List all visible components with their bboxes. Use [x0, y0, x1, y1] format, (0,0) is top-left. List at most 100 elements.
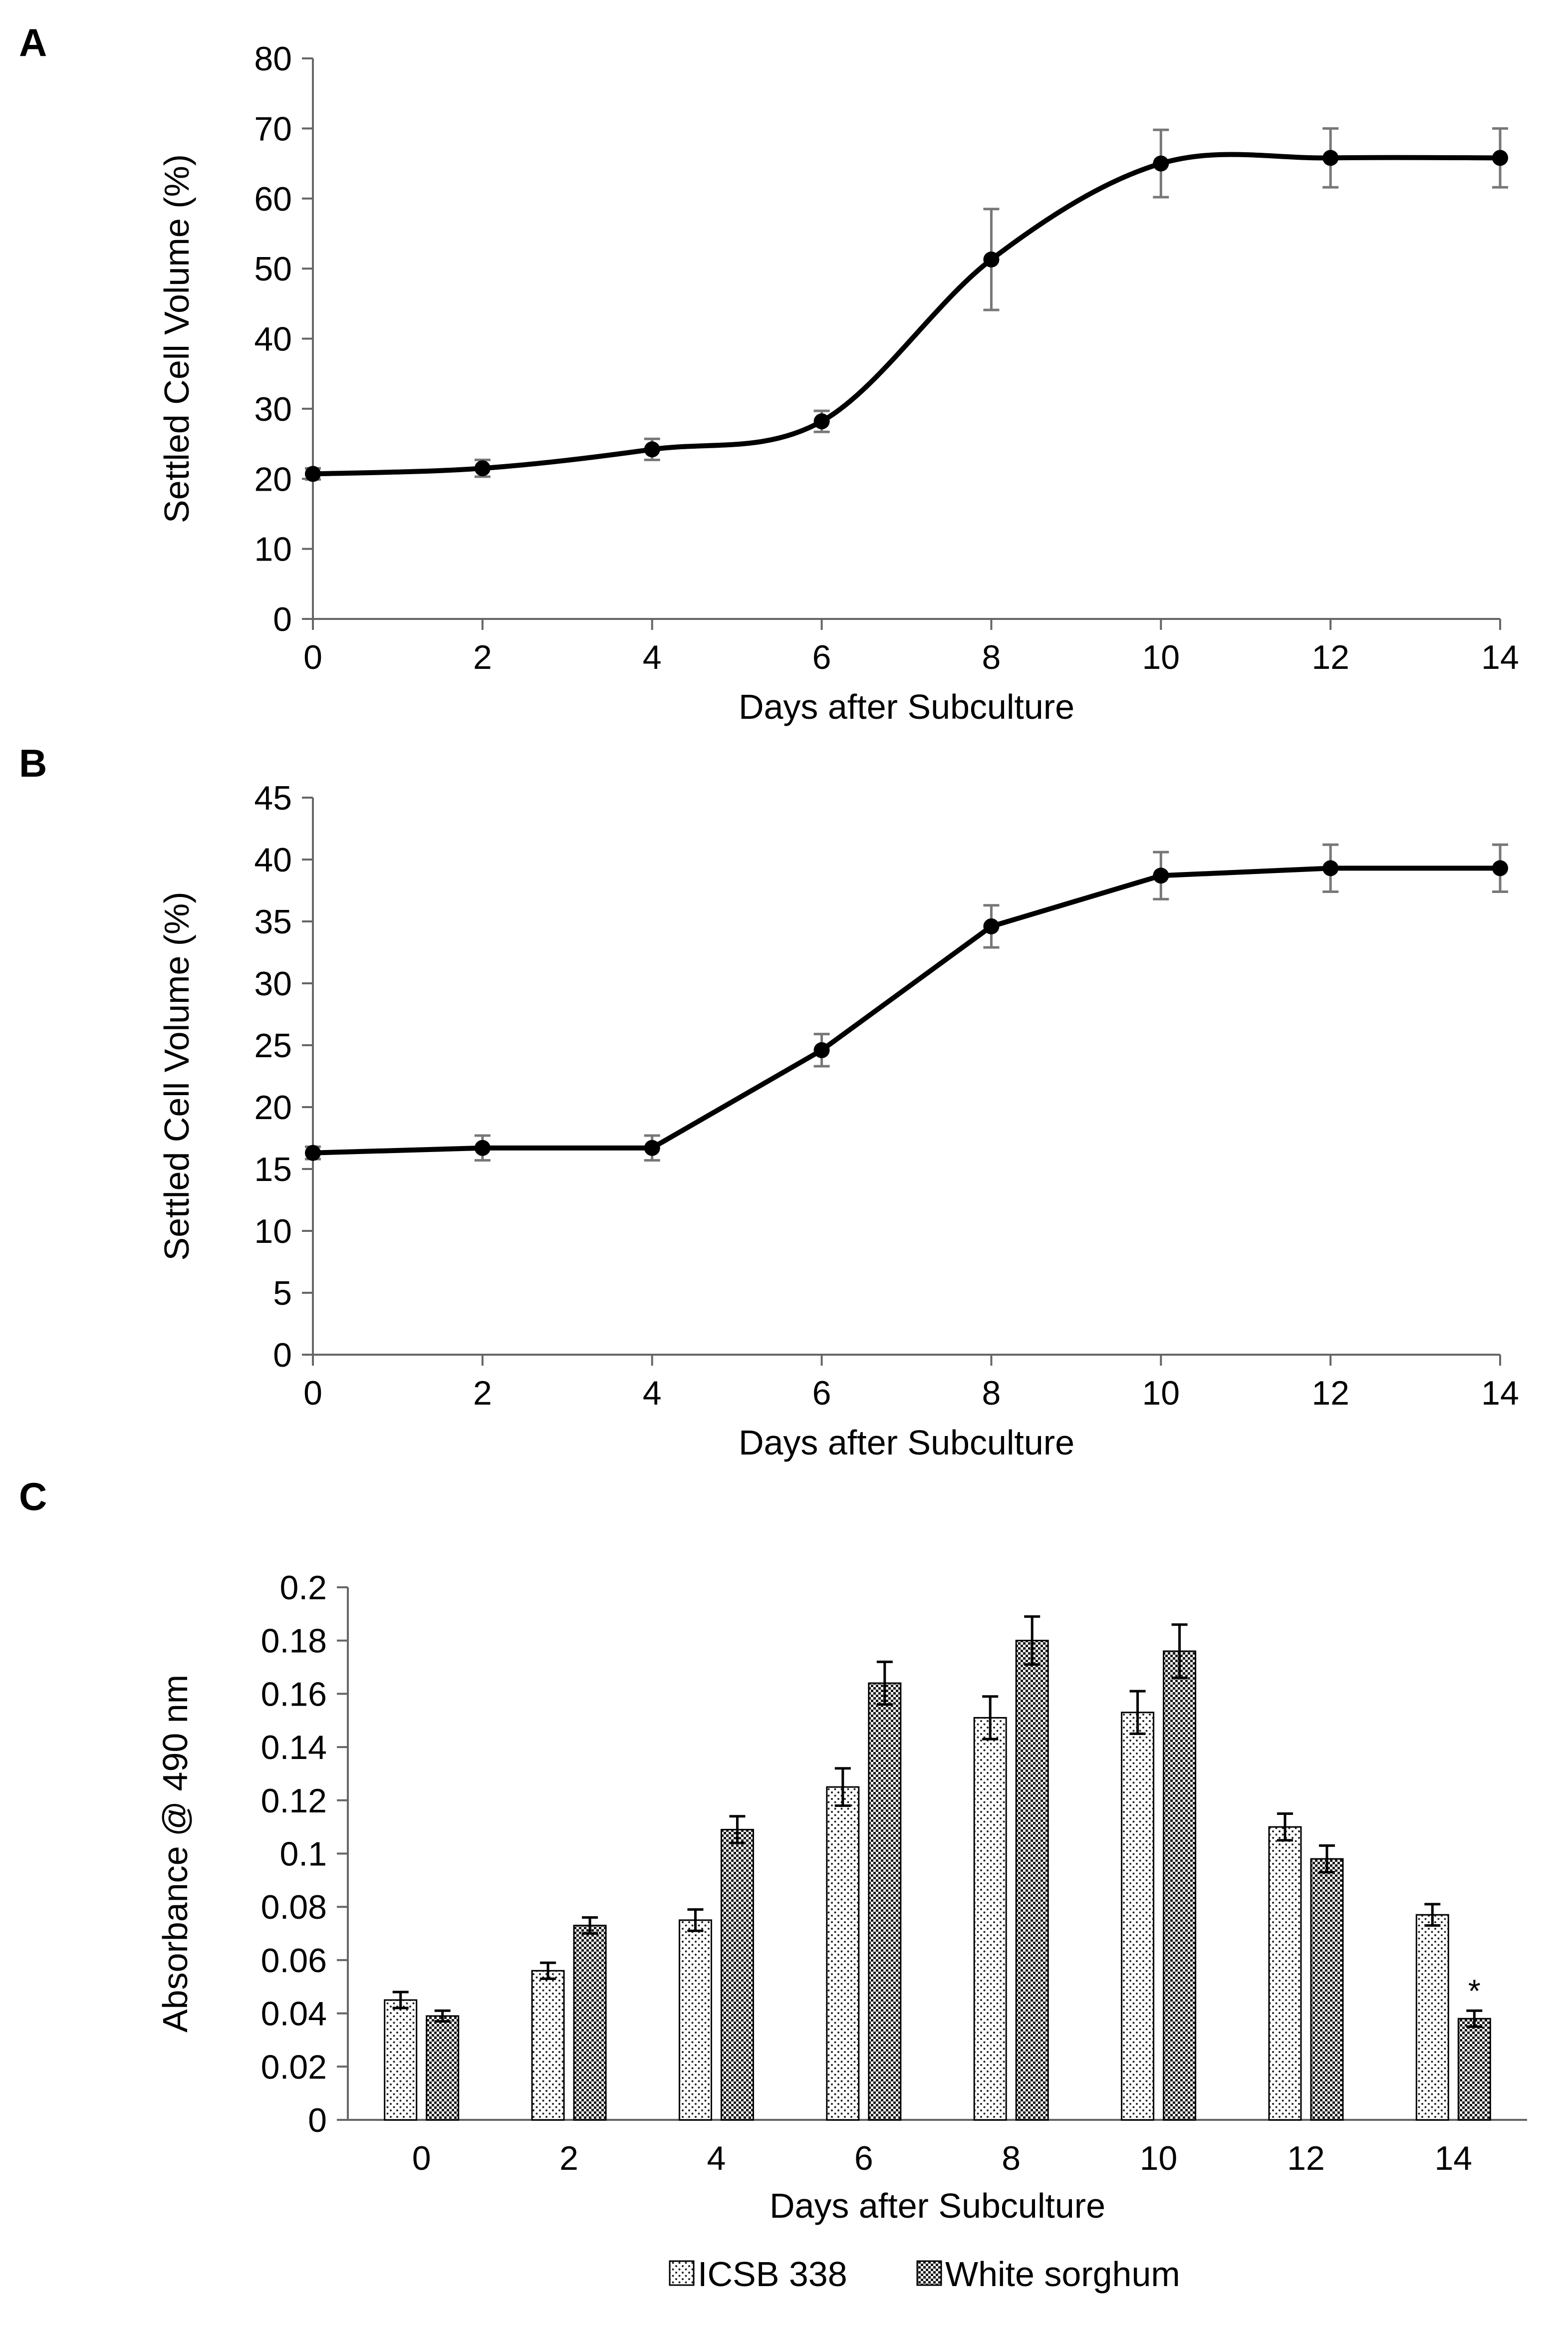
y-tick-label: 20: [254, 460, 292, 498]
x-tick-label: 10: [1142, 638, 1180, 676]
x-tick-label: 8: [1002, 2139, 1021, 2177]
x-tick-label: 12: [1287, 2139, 1325, 2177]
data-point: [474, 1140, 491, 1156]
y-tick-label: 0: [273, 600, 292, 638]
legend-label-icsb-338: ICSB 338: [698, 2255, 847, 2294]
x-tick-label: 0: [412, 2139, 431, 2177]
y-tick-label: 10: [254, 1212, 292, 1250]
chart-b-settled-cell-volume-line: 0 5 10 15 20 25 30 35 40 45 0 2 4 6 8 10 12 14 Days after …: [157, 779, 1519, 1462]
bar-icsb-338: [1415, 1914, 1449, 2121]
x-tick-label: 2: [473, 1374, 492, 1412]
x-tick-label: 6: [854, 2139, 873, 2177]
bar-white-sorghum: [1457, 2018, 1491, 2121]
bar-white-sorghum: [1310, 1858, 1344, 2121]
data-point: [983, 251, 1000, 268]
series-line: [312, 152, 1501, 477]
data-point: [983, 918, 1000, 934]
y-tick-label: 0.2: [279, 1569, 327, 1607]
y-tick-label: 0.12: [261, 1782, 327, 1820]
y-tick-label: 0: [308, 2101, 327, 2139]
bar-white-sorghum: [720, 1828, 754, 2121]
bar-icsb-338: [1268, 1826, 1302, 2121]
y-tick-label: 50: [254, 250, 292, 288]
y-axis-title: Settled Cell Volume (%): [157, 154, 196, 523]
y-tick-label: 15: [254, 1151, 292, 1188]
y-tick-label: 70: [254, 110, 292, 148]
x-tick-label: 6: [812, 638, 831, 676]
bar-icsb-338: [531, 1970, 565, 2121]
data-point: [813, 413, 830, 430]
legend-label-white-sorghum: White sorghum: [945, 2255, 1180, 2294]
legend-swatch-white-sorghum: [916, 2260, 942, 2286]
x-tick-label: 8: [982, 1374, 1001, 1412]
data-point: [813, 1042, 830, 1058]
bar-white-sorghum: [1015, 1640, 1049, 2121]
bar-white-sorghum: [868, 1682, 902, 2121]
x-tick-label: 8: [982, 638, 1001, 676]
x-tick-label: 14: [1481, 1374, 1519, 1412]
bar-icsb-338: [973, 1717, 1007, 2121]
y-tick-label: 0.08: [261, 1888, 327, 1926]
legend: ICSB 338 White sorghum: [669, 2255, 1180, 2294]
y-axis-title: Absorbance @ 490 nm: [156, 1675, 195, 2033]
bar-white-sorghum: [426, 2015, 460, 2121]
panel-label-a: A: [19, 20, 47, 64]
y-tick-label: 40: [254, 841, 292, 879]
data-point: [1492, 150, 1508, 166]
data-point: [1322, 860, 1339, 877]
x-tick-label: 0: [303, 638, 322, 676]
y-tick-label: 0.06: [261, 1942, 327, 1980]
legend-swatch-icsb-338: [669, 2260, 695, 2286]
y-tick-label: 0.16: [261, 1675, 327, 1713]
x-tick-label: 4: [643, 1374, 662, 1412]
x-axis-title: Days after Subculture: [770, 2186, 1105, 2225]
y-tick-label: 0.02: [261, 2048, 327, 2086]
y-tick-label: 35: [254, 903, 292, 941]
x-tick-label: 2: [473, 638, 492, 676]
data-point: [305, 1145, 321, 1161]
x-tick-label: 12: [1311, 1374, 1349, 1412]
y-tick-label: 5: [273, 1274, 292, 1312]
data-point: [474, 460, 491, 477]
bar-white-sorghum: [1163, 1650, 1197, 2121]
y-tick-label: 0.18: [261, 1622, 327, 1660]
y-tick-label: 80: [254, 40, 292, 78]
data-point: [644, 441, 660, 458]
x-tick-label: 6: [812, 1374, 831, 1412]
bar-icsb-338: [384, 1999, 418, 2121]
data-point: [1153, 155, 1169, 172]
data-point: [1153, 868, 1169, 884]
data-point: [644, 1140, 660, 1156]
x-axis-title: Days after Subculture: [739, 687, 1074, 726]
chart-a-settled-cell-volume-curve: 0 10 20 30 40 50 60 70 80 0 2 4 6 8 10 12 14 Days after S…: [157, 40, 1519, 726]
bar-white-sorghum: [573, 1925, 607, 2121]
series-line: [312, 866, 1500, 1156]
bar-icsb-338: [826, 1786, 860, 2121]
x-tick-label: 12: [1311, 638, 1349, 676]
bar-icsb-338: [678, 1919, 712, 2121]
y-tick-label: 40: [254, 320, 292, 358]
x-tick-label: 2: [559, 2139, 578, 2177]
y-tick-label: 0.04: [261, 1995, 327, 2033]
data-point: [1492, 860, 1508, 877]
y-tick-label: 30: [254, 390, 292, 428]
y-tick-label: 0: [273, 1336, 292, 1374]
bar-icsb-338: [1121, 1712, 1155, 2121]
panel-label-b: B: [19, 741, 47, 785]
x-tick-label: 4: [707, 2139, 726, 2177]
y-tick-label: 0.14: [261, 1729, 327, 1766]
y-tick-label: 60: [254, 180, 292, 218]
y-tick-label: 10: [254, 531, 292, 569]
y-axis-title: Settled Cell Volume (%): [157, 891, 196, 1260]
x-tick-label: 10: [1140, 2139, 1178, 2177]
data-point: [305, 466, 321, 482]
x-tick-label: 14: [1481, 638, 1519, 676]
x-axis-title: Days after Subculture: [739, 1423, 1074, 1462]
chart-c-absorbance-bar-chart: 0 0.02 0.04 0.06 0.08 0.1 0.12 0.14 0.16 0.18 0.2 0…: [156, 1569, 1527, 2294]
x-tick-label: 10: [1142, 1374, 1180, 1412]
y-tick-label: 0.1: [279, 1835, 327, 1873]
y-tick-label: 45: [254, 779, 292, 817]
data-point: [1322, 150, 1339, 166]
x-tick-label: 0: [303, 1374, 322, 1412]
